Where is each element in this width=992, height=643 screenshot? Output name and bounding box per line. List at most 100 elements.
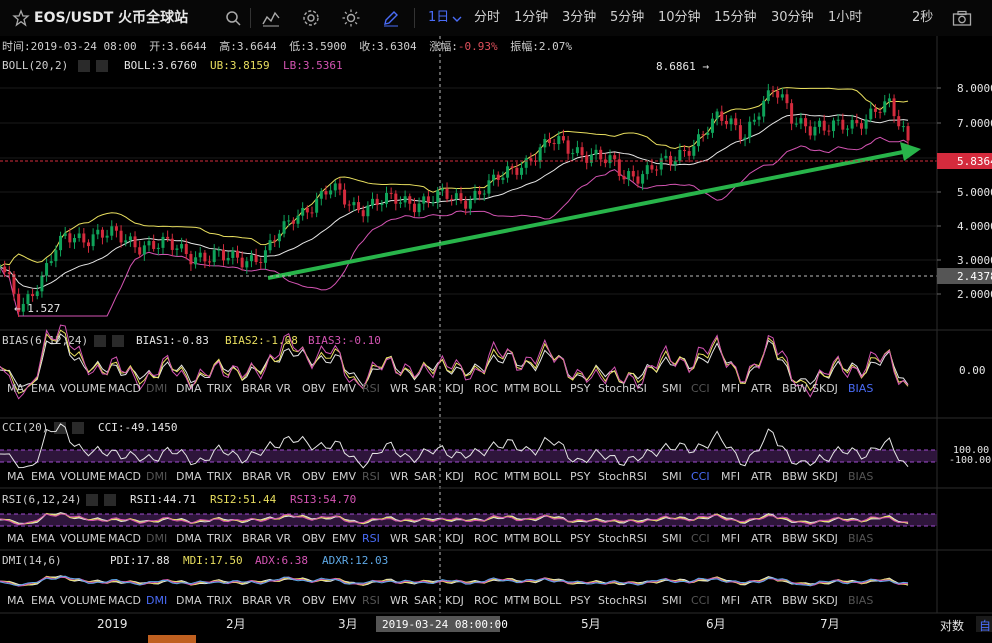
indicator-tab-skdj[interactable]: SKDJ — [812, 594, 838, 607]
indicator-tab-rsi[interactable]: RSI — [362, 470, 380, 483]
log-scale-toggle[interactable]: 对数 — [940, 618, 964, 633]
indicator-tab-macd[interactable]: MACD — [108, 382, 141, 395]
indicator-tab-wr[interactable]: WR — [390, 382, 409, 395]
indicator-tab-atr[interactable]: ATR — [751, 532, 772, 545]
indicator-tab-vr[interactable]: VR — [276, 594, 292, 607]
indicator-tab-kdj[interactable]: KDJ — [445, 594, 464, 607]
indicator-tab-wr[interactable]: WR — [390, 532, 409, 545]
indicator-tab-roc[interactable]: ROC — [474, 532, 498, 545]
chevron-down-icon[interactable] — [452, 14, 462, 24]
kline-chart[interactable]: 时间:2019-03-24 08:00 开:3.6644 高:3.6644 低:… — [0, 36, 992, 643]
indicator-tab-sar[interactable]: SAR — [414, 594, 437, 607]
indicator-tab-ma[interactable]: MA — [7, 470, 24, 483]
symbol-title[interactable]: EOS/USDT 火币全球站 — [34, 10, 189, 26]
indicator-tab-ema[interactable]: EMA — [31, 382, 55, 395]
indicator-tab-brar[interactable]: BRAR — [242, 594, 272, 607]
indicator-tab-rsi[interactable]: RSI — [362, 382, 380, 395]
interval-30min[interactable]: 30分钟 — [771, 10, 814, 25]
indicator-tab-dmi[interactable]: DMI — [146, 382, 167, 395]
indicator-tab-smi[interactable]: SMI — [662, 532, 682, 545]
indicator-tab-boll[interactable]: BOLL — [533, 470, 562, 483]
sun-icon[interactable] — [342, 9, 360, 27]
interval-selected[interactable]: 1日 — [428, 10, 450, 25]
indicator-tab-macd[interactable]: MACD — [108, 470, 141, 483]
indicator-tab-volume[interactable]: VOLUME — [60, 532, 106, 545]
indicator-tab-volume[interactable]: VOLUME — [60, 594, 106, 607]
indicator-tab-emv[interactable]: EMV — [332, 470, 356, 483]
indicator-tab-kdj[interactable]: KDJ — [445, 532, 464, 545]
indicator-tab-brar[interactable]: BRAR — [242, 532, 272, 545]
indicator-tab-bias[interactable]: BIAS — [848, 382, 873, 395]
indicator-tab-macd[interactable]: MACD — [108, 532, 141, 545]
interval-10min[interactable]: 10分钟 — [658, 10, 701, 25]
indicator-tab-smi[interactable]: SMI — [662, 594, 682, 607]
indicator-tab-kdj[interactable]: KDJ — [445, 382, 464, 395]
interval-1hour[interactable]: 1小时 — [828, 10, 863, 25]
indicator-tab-cci[interactable]: CCI — [691, 382, 710, 395]
indicator-tab-ema[interactable]: EMA — [31, 470, 55, 483]
indicator-tab-sar[interactable]: SAR — [414, 382, 437, 395]
indicator-tab-ema[interactable]: EMA — [31, 594, 55, 607]
indicator-tab-emv[interactable]: EMV — [332, 594, 356, 607]
indicator-icon[interactable] — [262, 9, 280, 27]
indicator-tab-mfi[interactable]: MFI — [721, 470, 740, 483]
indicator-tab-obv[interactable]: OBV — [302, 382, 326, 395]
indicator-tab-stochrsi[interactable]: StochRSI — [598, 594, 647, 607]
indicator-tab-atr[interactable]: ATR — [751, 382, 772, 395]
indicator-tab-cci[interactable]: CCI — [691, 470, 710, 483]
indicator-tab-atr[interactable]: ATR — [751, 470, 772, 483]
indicator-tab-obv[interactable]: OBV — [302, 532, 326, 545]
indicator-tab-psy[interactable]: PSY — [570, 382, 591, 395]
indicator-tab-dma[interactable]: DMA — [176, 470, 202, 483]
indicator-tab-vr[interactable]: VR — [276, 470, 292, 483]
indicator-tab-mfi[interactable]: MFI — [721, 532, 740, 545]
indicator-tab-dmi[interactable]: DMI — [146, 532, 167, 545]
indicator-tab-dma[interactable]: DMA — [176, 382, 202, 395]
close-icon[interactable] — [96, 60, 108, 72]
indicator-tab-obv[interactable]: OBV — [302, 470, 326, 483]
indicator-tab-rsi[interactable]: RSI — [362, 532, 380, 545]
indicator-tab-wr[interactable]: WR — [390, 594, 409, 607]
candlestick-pane[interactable] — [0, 83, 910, 317]
indicator-tab-dmi[interactable]: DMI — [146, 470, 167, 483]
indicator-tab-mfi[interactable]: MFI — [721, 594, 740, 607]
indicator-tab-mfi[interactable]: MFI — [721, 382, 740, 395]
indicator-tab-mtm[interactable]: MTM — [504, 382, 530, 395]
indicator-tab-dmi[interactable]: DMI — [146, 594, 167, 607]
indicator-tab-ma[interactable]: MA — [7, 532, 24, 545]
indicator-tab-psy[interactable]: PSY — [570, 594, 591, 607]
indicator-tab-rsi[interactable]: RSI — [362, 594, 380, 607]
indicator-tab-emv[interactable]: EMV — [332, 382, 356, 395]
indicator-tab-bias[interactable]: BIAS — [848, 532, 873, 545]
indicator-tab-obv[interactable]: OBV — [302, 594, 326, 607]
indicator-tab-skdj[interactable]: SKDJ — [812, 382, 838, 395]
gear-icon[interactable] — [302, 9, 320, 27]
indicator-tab-cci[interactable]: CCI — [691, 532, 710, 545]
indicator-tab-stochrsi[interactable]: StochRSI — [598, 382, 647, 395]
indicator-tab-vr[interactable]: VR — [276, 382, 292, 395]
indicator-tab-atr[interactable]: ATR — [751, 594, 772, 607]
indicator-tab-sar[interactable]: SAR — [414, 470, 437, 483]
indicator-tab-mtm[interactable]: MTM — [504, 594, 530, 607]
price-axis[interactable]: 8.00007.00006.00005.00004.00003.00002.00… — [937, 82, 992, 301]
auto-scale-toggle[interactable]: 自 — [979, 619, 991, 633]
settings-icon[interactable] — [86, 494, 98, 506]
indicator-tab-kdj[interactable]: KDJ — [445, 470, 464, 483]
indicator-tab-smi[interactable]: SMI — [662, 382, 682, 395]
indicator-tab-emv[interactable]: EMV — [332, 532, 356, 545]
indicator-tab-ma[interactable]: MA — [7, 382, 24, 395]
interval-fenshi[interactable]: 分时 — [474, 10, 501, 25]
indicator-tab-bias[interactable]: BIAS — [848, 470, 873, 483]
camera-icon[interactable] — [952, 9, 972, 27]
indicator-tab-roc[interactable]: ROC — [474, 594, 498, 607]
indicator-tab-roc[interactable]: ROC — [474, 470, 498, 483]
indicator-tab-boll[interactable]: BOLL — [533, 382, 562, 395]
indicator-tab-bbw[interactable]: BBW — [782, 532, 808, 545]
interval-15min[interactable]: 15分钟 — [714, 10, 757, 25]
indicator-tab-macd[interactable]: MACD — [108, 594, 141, 607]
indicator-tab-mtm[interactable]: MTM — [504, 532, 530, 545]
indicator-tab-ema[interactable]: EMA — [31, 532, 55, 545]
indicator-tab-dma[interactable]: DMA — [176, 594, 202, 607]
close-icon[interactable] — [112, 335, 124, 347]
indicator-tab-bbw[interactable]: BBW — [782, 382, 808, 395]
